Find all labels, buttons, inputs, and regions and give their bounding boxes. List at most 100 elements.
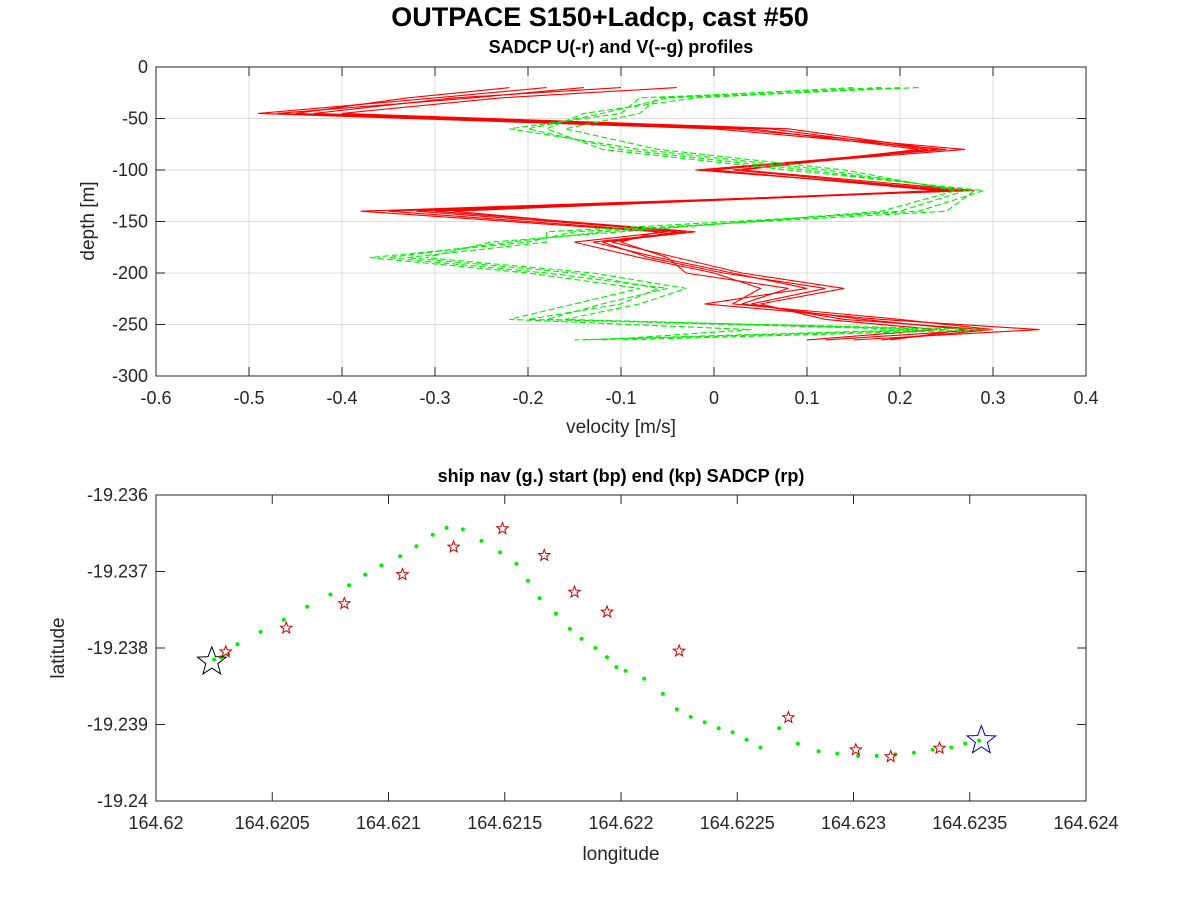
- ship-nav-point: [674, 707, 679, 712]
- ax2-ytick-label: -19.239: [87, 715, 148, 735]
- ship-nav-point: [347, 583, 351, 588]
- sadcp-star-marker: [848, 742, 863, 756]
- ship-nav-point: [623, 668, 628, 673]
- ship-nav-point: [212, 657, 217, 662]
- sadcp-star-marker: [279, 620, 294, 635]
- ax2-ylabel: latitude: [48, 617, 69, 678]
- ax2-xtick-label: 164.621: [356, 813, 421, 833]
- ax2-ticks: 164.62 164.6205 164.621 164.6215 164.622 164.…: [87, 485, 1119, 833]
- ax2-title: ship nav (g.) start (bp) end (kp) SADCP …: [438, 466, 805, 486]
- u-profile-line: [341, 87, 956, 341]
- ax2-ytick-label: -19.236: [87, 485, 148, 505]
- ship-nav-point: [553, 611, 558, 616]
- sadcp-star-marker: [337, 596, 352, 610]
- u-profile-line: [258, 87, 994, 341]
- ax2-ytick-label: -19.24: [97, 791, 148, 811]
- ship-nav-point: [816, 749, 821, 754]
- ax2-xtick-label: 164.6215: [467, 813, 542, 833]
- ax1-ytick-label: -200: [112, 263, 148, 283]
- v-profile-line: [369, 87, 976, 341]
- ax1-xtick-label: 0: [709, 388, 719, 408]
- ax1-xtick-label: -0.4: [326, 388, 357, 408]
- ship-nav-point: [835, 751, 840, 756]
- ship-nav-point: [688, 714, 693, 719]
- start-star-marker: [196, 645, 228, 676]
- ax1-xtick-label: -0.6: [140, 388, 171, 408]
- ax2-ytick-label: -19.238: [87, 638, 148, 658]
- ship-nav-point: [605, 655, 609, 660]
- v-profile-line: [388, 87, 966, 341]
- sadcp-star-marker: [395, 567, 410, 581]
- ship-nav-chart: 164.62 164.6205 164.621 164.6215 164.622 164.…: [48, 466, 1119, 865]
- ax2-xlabel: longitude: [582, 844, 659, 865]
- ship-nav-point: [874, 753, 879, 758]
- ship-nav-point: [235, 642, 240, 647]
- sadcp-star-marker: [567, 584, 582, 599]
- ship-nav-point: [398, 554, 403, 559]
- ship-nav-point: [702, 720, 707, 725]
- ax1-ytick-label: -300: [112, 366, 148, 386]
- sadcp-star-marker: [446, 539, 461, 554]
- v-profile-line: [407, 87, 994, 341]
- ax2-xtick-label: 164.623: [821, 813, 886, 833]
- ship-nav-point: [949, 745, 954, 750]
- figure-title: OUTPACE S150+Ladcp, cast #50: [391, 2, 809, 32]
- ship-nav-point: [930, 747, 935, 752]
- ship-nav-point: [758, 745, 763, 750]
- sadcp-star-marker: [599, 604, 615, 619]
- ax2-xtick-label: 164.6205: [235, 813, 310, 833]
- ax1-xtick-label: -0.2: [512, 388, 543, 408]
- sadcp-star-marker: [495, 521, 510, 535]
- ax1-ytick-label: -150: [112, 212, 148, 232]
- sadcp-star-marker: [781, 710, 796, 724]
- ship-nav-point: [305, 604, 310, 609]
- ax1-ylabel: depth [m]: [78, 181, 99, 260]
- ship-nav-point: [795, 741, 800, 746]
- ax1-xtick-label: 0.2: [887, 388, 912, 408]
- ship-nav-point: [730, 730, 735, 735]
- sadcp-star-marker: [883, 749, 898, 763]
- ship-nav-point: [642, 676, 647, 681]
- ship-nav-point: [363, 572, 368, 577]
- ax1-xtick-label: 0.4: [1073, 388, 1098, 408]
- ship-nav-point: [977, 738, 981, 743]
- ax1-xtick-label: -0.1: [605, 388, 636, 408]
- u-profile-line: [276, 87, 1040, 341]
- ship-nav-point: [777, 726, 782, 731]
- ship-nav-point: [258, 629, 263, 634]
- ship-nav-point: [498, 550, 503, 555]
- ax2-plot-area: [156, 495, 1086, 801]
- ship-nav-point: [281, 617, 286, 622]
- ship-nav-point: [579, 636, 584, 641]
- ship-nav-point: [514, 561, 519, 566]
- ship-nav-point: [716, 726, 721, 731]
- ship-nav-point: [567, 626, 572, 631]
- velocity-profile-chart: -0.6 -0.5 -0.4 -0.3 -0.2 -0.1 0 0.1 0.2 0.3 0.4 0 -5…: [78, 37, 1099, 438]
- v-profile-line: [425, 87, 956, 341]
- sadcp-star-marker: [218, 644, 233, 658]
- ship-nav-point: [460, 527, 465, 532]
- sadcp-star-marker: [672, 643, 687, 658]
- ship-nav-point: [328, 592, 333, 597]
- ax1-xtick-label: -0.3: [419, 388, 450, 408]
- ax1-ytick-label: -50: [122, 109, 148, 129]
- ship-nav-point: [526, 578, 530, 583]
- ax1-ytick-label: -250: [112, 315, 148, 335]
- end-star-marker: [965, 724, 997, 754]
- ship-nav-point: [911, 750, 916, 755]
- ax2-xtick-label: 164.6225: [700, 813, 775, 833]
- ship-nav-point: [963, 741, 968, 746]
- ax2-xtick-label: 164.6235: [932, 813, 1007, 833]
- ax2-xtick-label: 164.622: [588, 813, 653, 833]
- sadcp-star-marker: [537, 548, 552, 562]
- ax1-xtick-label: -0.5: [233, 388, 264, 408]
- ax1-ticks: -0.6 -0.5 -0.4 -0.3 -0.2 -0.1 0 0.1 0.2 0.3 0.4 0 -5…: [112, 57, 1099, 408]
- ship-nav-point: [537, 596, 542, 601]
- ship-nav-point: [614, 665, 619, 670]
- ax1-ytick-label: -100: [112, 160, 148, 180]
- ax1-xlabel: velocity [m/s]: [566, 417, 676, 438]
- ax1-xtick-label: 0.1: [794, 388, 819, 408]
- ship-nav-point: [744, 737, 749, 742]
- ship-nav-point: [379, 563, 384, 568]
- ax1-data: [258, 87, 1040, 341]
